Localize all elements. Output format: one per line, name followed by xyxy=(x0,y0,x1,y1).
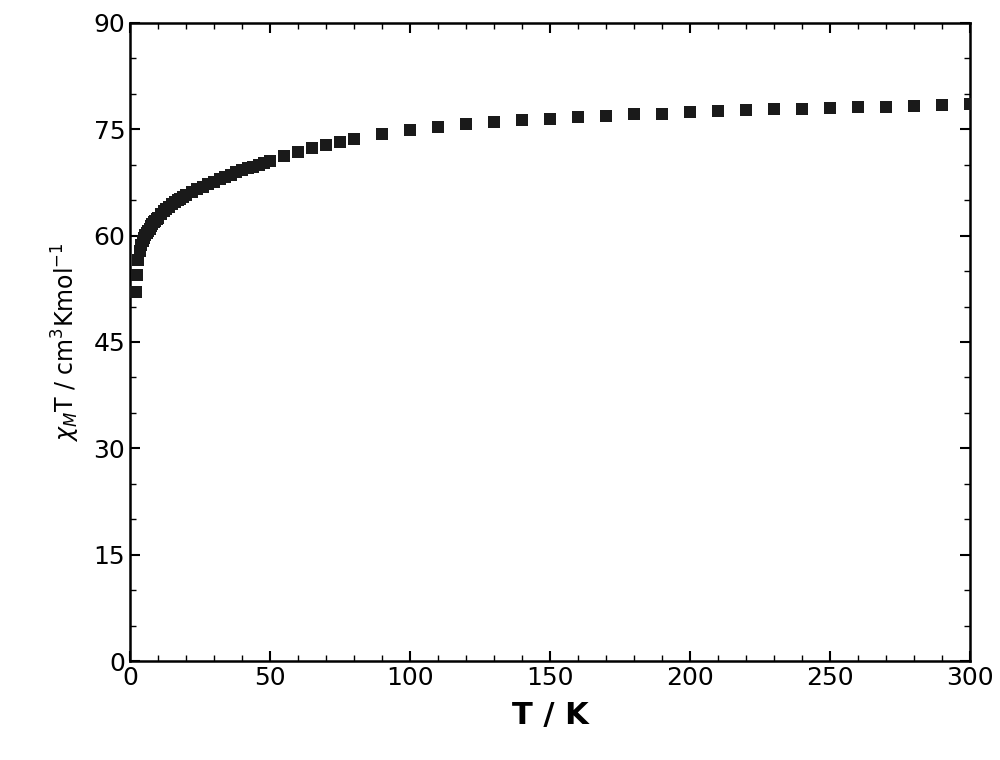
Point xyxy=(402,124,418,136)
Point xyxy=(175,192,191,204)
Point xyxy=(276,150,292,162)
Point xyxy=(682,106,698,119)
Point xyxy=(245,160,261,173)
Point xyxy=(158,203,174,215)
Point xyxy=(132,245,148,258)
Y-axis label: $\chi$$_M$T / cm$^3$Kmol$^{-1}$: $\chi$$_M$T / cm$^3$Kmol$^{-1}$ xyxy=(50,242,82,442)
Point xyxy=(164,198,180,211)
Point xyxy=(654,107,670,119)
Point xyxy=(878,100,894,112)
Point xyxy=(156,205,172,217)
Point xyxy=(228,166,244,179)
Point xyxy=(153,208,169,220)
Point xyxy=(794,103,810,115)
Point xyxy=(178,189,194,201)
Point xyxy=(822,102,838,114)
Point xyxy=(133,239,149,251)
Point xyxy=(147,214,163,226)
Point xyxy=(738,104,754,116)
Point xyxy=(430,121,446,133)
Point xyxy=(161,201,177,213)
Point xyxy=(195,181,211,193)
Point xyxy=(149,214,165,226)
Point xyxy=(129,268,145,280)
Point xyxy=(172,192,188,204)
Point xyxy=(130,255,146,267)
Point xyxy=(514,114,530,126)
Point xyxy=(262,155,278,167)
Point xyxy=(542,112,558,125)
Point xyxy=(598,109,614,122)
Point xyxy=(962,98,978,110)
Point xyxy=(332,136,348,148)
Point xyxy=(189,183,205,195)
Point xyxy=(486,116,502,128)
Point xyxy=(626,108,642,120)
Point xyxy=(223,169,239,181)
Point xyxy=(146,216,162,228)
Point xyxy=(184,186,200,198)
Point xyxy=(167,196,183,208)
Point xyxy=(318,139,334,151)
Point xyxy=(170,194,186,206)
Point xyxy=(251,159,267,171)
Point xyxy=(135,235,151,247)
Point xyxy=(144,218,160,230)
X-axis label: T / K: T / K xyxy=(512,701,588,730)
Point xyxy=(934,99,950,111)
Point xyxy=(458,118,474,130)
Point xyxy=(200,178,216,190)
Point xyxy=(906,100,922,112)
Point xyxy=(346,133,362,145)
Point xyxy=(234,164,250,176)
Point xyxy=(212,173,228,185)
Point xyxy=(256,157,272,169)
Point xyxy=(374,128,390,141)
Point xyxy=(139,226,155,239)
Point xyxy=(766,103,782,116)
Point xyxy=(142,223,158,235)
Point xyxy=(128,287,144,299)
Point xyxy=(304,142,320,154)
Point xyxy=(137,229,153,241)
Point xyxy=(217,171,233,183)
Point xyxy=(150,212,166,224)
Point xyxy=(290,146,306,158)
Point xyxy=(240,162,256,174)
Point xyxy=(143,220,159,233)
Point xyxy=(206,176,222,188)
Point xyxy=(850,101,866,113)
Point xyxy=(570,111,586,123)
Point xyxy=(710,106,726,118)
Point xyxy=(136,232,152,244)
Point xyxy=(140,224,156,236)
